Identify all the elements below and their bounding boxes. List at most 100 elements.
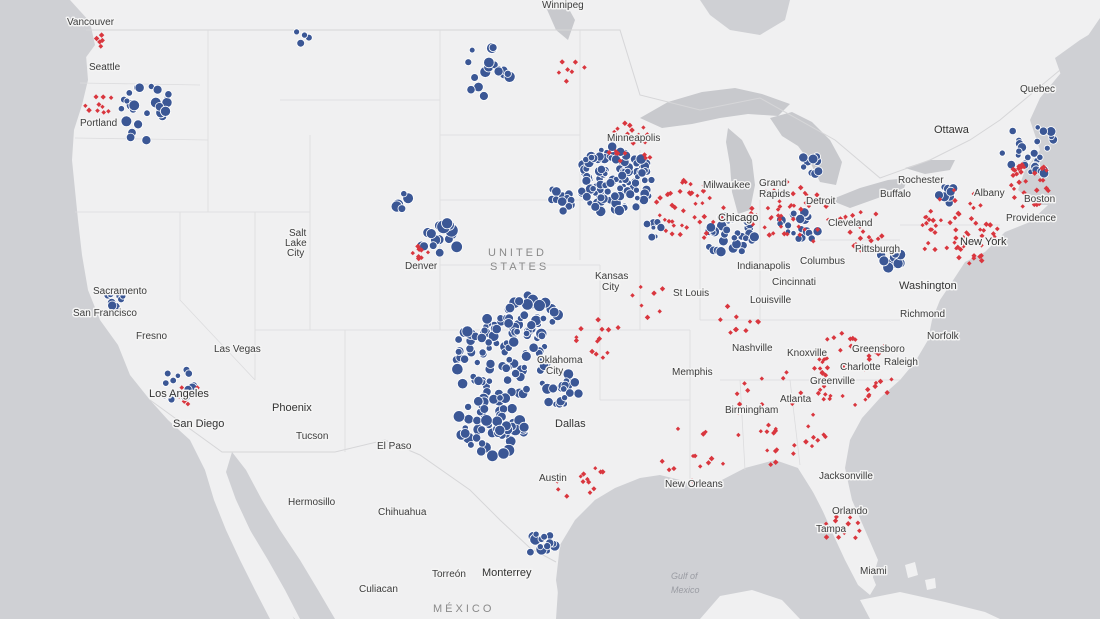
gas-well-marker[interactable] (600, 355, 606, 360)
gas-well-marker[interactable] (979, 233, 985, 239)
gas-well-marker[interactable] (831, 525, 837, 531)
oil-well-marker[interactable] (795, 213, 806, 224)
oil-well-marker[interactable] (551, 186, 562, 197)
gas-well-marker[interactable] (881, 344, 886, 349)
oil-well-marker[interactable] (878, 255, 890, 267)
oil-well-marker[interactable] (616, 184, 624, 193)
gas-well-marker[interactable] (853, 241, 859, 247)
oil-well-marker[interactable] (117, 105, 126, 113)
oil-well-marker[interactable] (1015, 147, 1023, 155)
oil-well-marker[interactable] (164, 90, 173, 99)
gas-well-marker[interactable] (759, 409, 764, 414)
gas-well-marker[interactable] (599, 326, 605, 332)
oil-well-marker[interactable] (647, 232, 657, 242)
gas-well-marker[interactable] (197, 390, 203, 396)
gas-well-marker[interactable] (810, 412, 816, 417)
gas-well-marker[interactable] (686, 190, 692, 196)
gas-well-marker[interactable] (671, 465, 677, 472)
oil-well-marker[interactable] (730, 234, 738, 242)
oil-well-marker[interactable] (435, 247, 445, 258)
gas-well-marker[interactable] (768, 462, 774, 467)
oil-well-marker[interactable] (504, 302, 516, 314)
gas-well-marker[interactable] (845, 520, 851, 527)
gas-well-marker[interactable] (569, 69, 575, 75)
gas-well-marker[interactable] (99, 37, 105, 43)
oil-well-marker[interactable] (497, 447, 510, 460)
gas-well-marker[interactable] (825, 337, 830, 342)
oil-well-marker[interactable] (463, 414, 474, 425)
gas-well-marker[interactable] (759, 376, 765, 381)
gas-well-marker[interactable] (86, 107, 92, 113)
gas-well-marker[interactable] (857, 235, 864, 241)
gas-well-marker[interactable] (817, 387, 823, 392)
gas-well-marker[interactable] (742, 381, 747, 386)
oil-well-marker[interactable] (476, 332, 487, 343)
gas-well-marker[interactable] (952, 215, 958, 221)
oil-well-marker[interactable] (119, 292, 127, 300)
gas-well-marker[interactable] (926, 217, 932, 223)
gas-well-marker[interactable] (847, 336, 853, 342)
gas-well-marker[interactable] (762, 225, 767, 230)
oil-well-marker[interactable] (642, 219, 652, 229)
gas-well-marker[interactable] (669, 231, 675, 237)
gas-well-marker[interactable] (108, 95, 114, 100)
oil-well-marker[interactable] (548, 318, 557, 326)
gas-well-marker[interactable] (809, 443, 815, 449)
gas-well-marker[interactable] (853, 337, 858, 342)
gas-well-marker[interactable] (653, 199, 660, 205)
oil-well-marker[interactable] (125, 89, 133, 97)
oil-well-marker[interactable] (296, 38, 306, 48)
gas-well-marker[interactable] (978, 227, 983, 232)
gas-well-marker[interactable] (100, 94, 106, 100)
gas-well-marker[interactable] (766, 232, 773, 238)
gas-well-marker[interactable] (747, 319, 753, 324)
gas-well-marker[interactable] (764, 429, 770, 435)
oil-well-marker[interactable] (441, 217, 454, 230)
oil-well-marker[interactable] (548, 383, 558, 394)
oil-well-marker[interactable] (508, 336, 520, 348)
oil-well-marker[interactable] (510, 368, 521, 379)
gas-well-marker[interactable] (754, 213, 759, 218)
gas-well-marker[interactable] (733, 314, 739, 320)
gas-well-marker[interactable] (93, 94, 99, 100)
oil-well-marker[interactable] (451, 363, 464, 376)
oil-well-marker[interactable] (603, 187, 612, 196)
oil-well-marker[interactable] (473, 396, 484, 407)
gas-well-marker[interactable] (572, 59, 579, 65)
gas-well-marker[interactable] (952, 240, 957, 245)
oil-well-marker[interactable] (522, 329, 531, 338)
oil-well-marker[interactable] (573, 388, 584, 399)
gas-well-marker[interactable] (782, 189, 787, 194)
gas-well-marker[interactable] (589, 348, 595, 355)
oil-well-marker[interactable] (498, 404, 509, 414)
oil-well-marker[interactable] (133, 119, 144, 130)
gas-well-marker[interactable] (778, 224, 784, 229)
oil-well-marker[interactable] (813, 166, 824, 177)
oil-well-marker[interactable] (160, 391, 169, 400)
gas-well-marker[interactable] (179, 385, 185, 390)
gas-well-marker[interactable] (771, 231, 776, 236)
oil-well-marker[interactable] (467, 441, 475, 449)
gas-well-marker[interactable] (659, 458, 665, 464)
oil-well-marker[interactable] (605, 178, 616, 188)
oil-well-marker[interactable] (617, 170, 628, 181)
oil-well-marker[interactable] (493, 66, 504, 77)
oil-well-marker[interactable] (590, 201, 601, 212)
gas-well-marker[interactable] (860, 229, 866, 234)
oil-well-marker[interactable] (705, 222, 717, 233)
gas-well-marker[interactable] (675, 426, 681, 432)
gas-well-marker[interactable] (803, 438, 809, 445)
gas-well-marker[interactable] (850, 366, 855, 372)
gas-well-marker[interactable] (622, 120, 628, 126)
oil-well-marker[interactable] (607, 141, 618, 152)
oil-well-marker[interactable] (558, 206, 568, 216)
gas-well-marker[interactable] (1011, 194, 1017, 201)
gas-well-marker[interactable] (667, 190, 674, 196)
oil-well-marker[interactable] (890, 249, 900, 259)
oil-well-marker[interactable] (167, 395, 176, 404)
gas-well-marker[interactable] (841, 529, 847, 536)
gas-well-marker[interactable] (593, 466, 598, 471)
gas-well-marker[interactable] (810, 434, 816, 440)
